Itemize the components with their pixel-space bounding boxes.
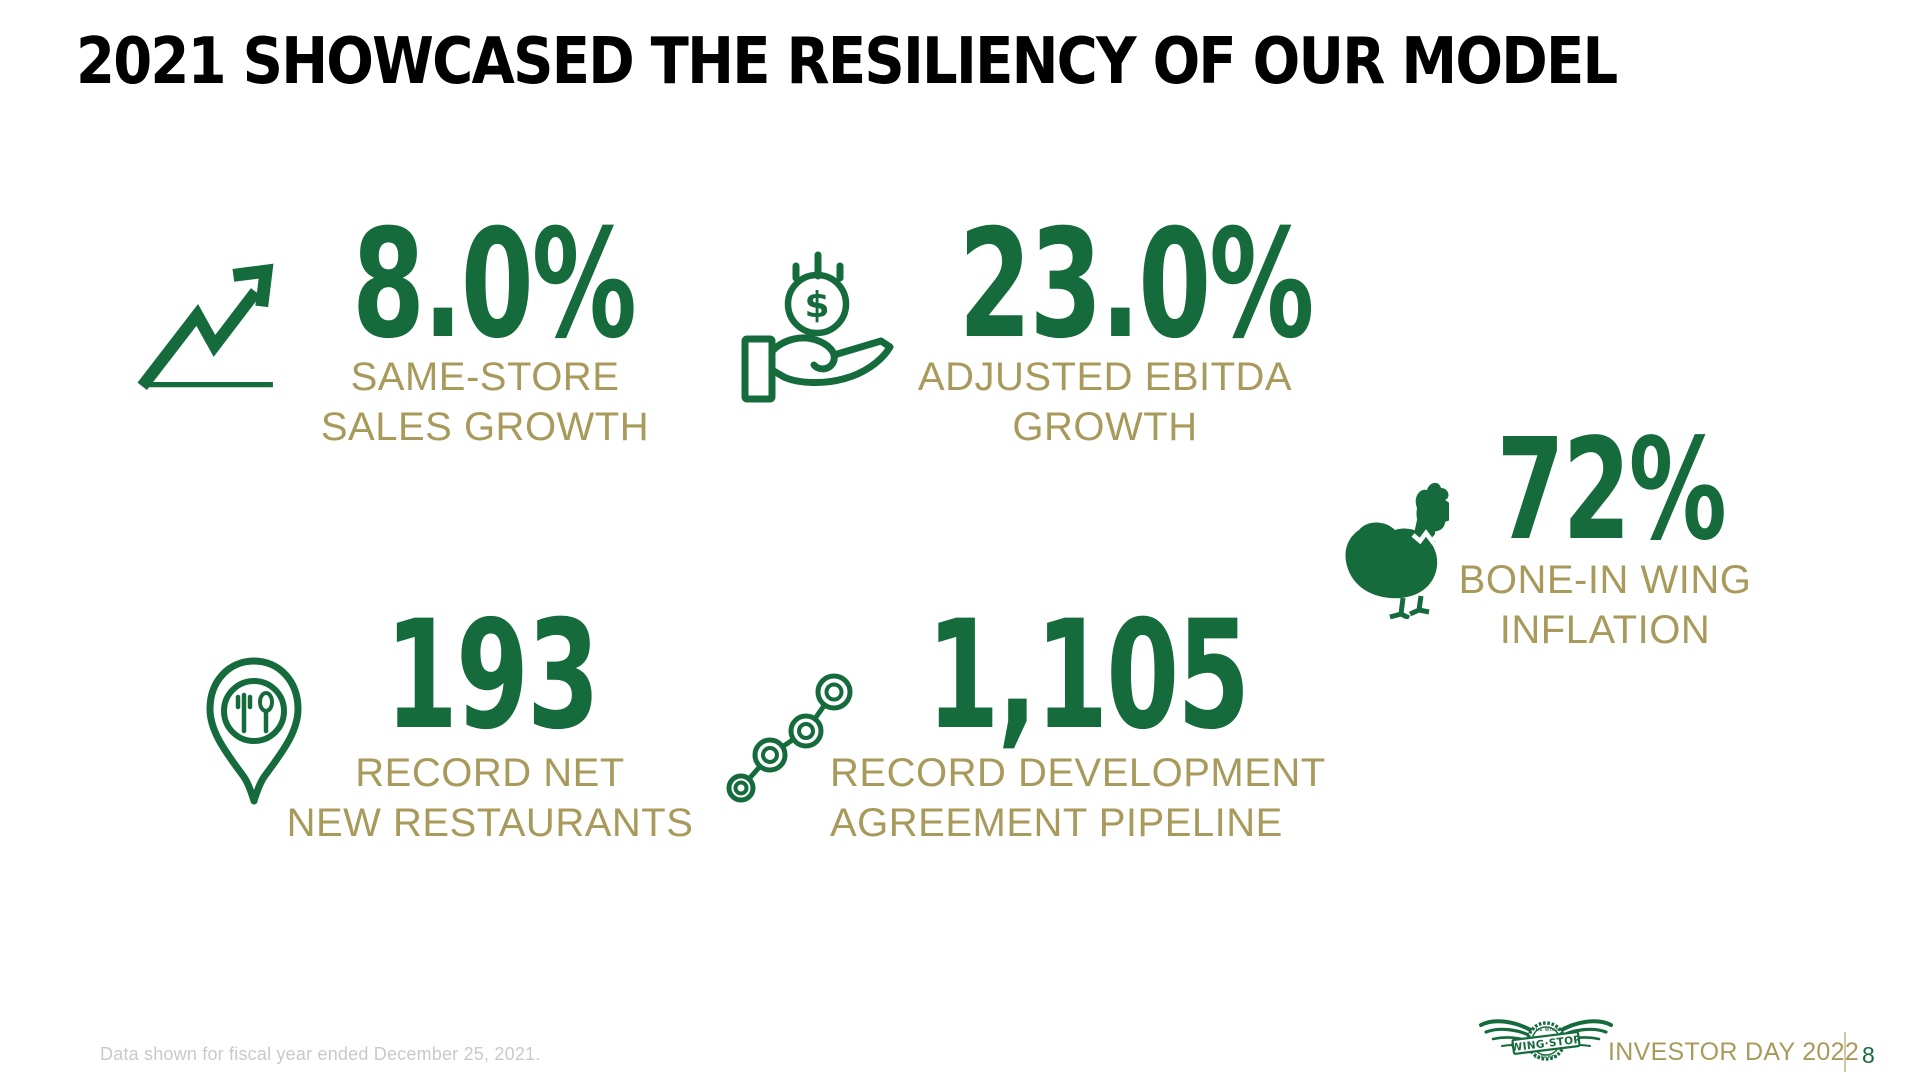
stat-value: 1,105 (926, 589, 1251, 763)
stat-label-line: INFLATION (1499, 608, 1711, 652)
chicken-icon (1345, 483, 1449, 619)
stat-label: ADJUSTED EBITDA GROWTH (880, 352, 1330, 452)
stat-label-line: RECORD DEVELOPMENT (830, 751, 1326, 795)
stat-label-line: NEW RESTAURANTS (286, 801, 694, 845)
stat-value: 72% (1496, 409, 1727, 572)
page-number: 8 (1862, 1042, 1875, 1068)
footer-divider (1844, 1032, 1846, 1072)
stat-value: 193 (385, 589, 600, 763)
stat-label-line: SALES GROWTH (320, 405, 650, 449)
wingstop-logo: THE WING EXPERTS WING·STOP (1479, 1019, 1613, 1061)
location-pin-utensils-icon (206, 657, 302, 805)
stat-label: RECORD DEVELOPMENT AGREEMENT PIPELINE (830, 748, 1326, 848)
stat-label-line: RECORD NET (355, 751, 625, 795)
stat-value: 8.0% (352, 198, 637, 372)
stat-label-line: GROWTH (1012, 405, 1198, 449)
pipeline-dots-icon (726, 673, 853, 803)
footnote: Data shown for fiscal year ended Decembe… (100, 1044, 541, 1064)
stat-label-line: ADJUSTED EBITDA (917, 355, 1293, 399)
stat-label-line: BONE-IN WING (1458, 558, 1752, 602)
stat-label: SAME-STORE SALES GROWTH (275, 352, 695, 452)
stat-label: RECORD NET NEW RESTAURANTS (240, 748, 740, 848)
stat-value: 23.0% (958, 198, 1315, 372)
stat-label: BONE-IN WING INFLATION (1415, 555, 1795, 655)
money-hand-icon: $ (741, 251, 894, 403)
stat-label-line: AGREEMENT PIPELINE (830, 801, 1283, 845)
stat-label-line: SAME-STORE (350, 355, 620, 399)
dollar-sign-glyph: $ (804, 285, 829, 326)
slide-title: 2021 SHOWCASED THE RESILIENCY OF OUR MOD… (76, 25, 1618, 99)
trend-up-arrow-icon (137, 263, 274, 391)
logo-arc-bottom-text: EXPERTS (1534, 1054, 1558, 1059)
footer-event-title: INVESTOR DAY 2022 (1608, 1038, 1860, 1066)
logo-arc-top-text: THE WING (1533, 1027, 1560, 1032)
